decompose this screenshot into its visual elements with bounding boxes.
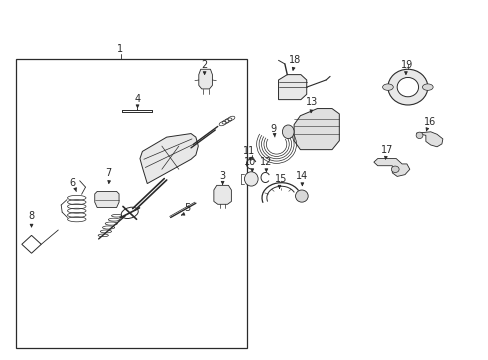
Text: 11: 11 <box>242 146 254 156</box>
Text: 19: 19 <box>401 60 413 70</box>
Text: 15: 15 <box>274 174 286 184</box>
Text: 7: 7 <box>105 168 111 178</box>
Text: 10: 10 <box>244 157 256 167</box>
Ellipse shape <box>415 132 422 139</box>
Ellipse shape <box>396 77 418 97</box>
Text: 2: 2 <box>201 60 207 70</box>
Text: 5: 5 <box>183 203 190 213</box>
Ellipse shape <box>387 69 427 105</box>
Polygon shape <box>293 109 339 150</box>
Text: 1: 1 <box>117 44 123 54</box>
Polygon shape <box>95 192 119 207</box>
Polygon shape <box>415 132 442 147</box>
Ellipse shape <box>282 125 293 139</box>
Text: 13: 13 <box>306 98 318 108</box>
Text: 8: 8 <box>28 211 35 221</box>
Text: 6: 6 <box>70 178 76 188</box>
Ellipse shape <box>295 190 307 202</box>
Ellipse shape <box>422 84 432 90</box>
Polygon shape <box>213 185 231 204</box>
Bar <box>16 59 246 348</box>
Ellipse shape <box>244 172 258 186</box>
Text: 18: 18 <box>289 55 301 65</box>
Text: 4: 4 <box>134 94 141 104</box>
Polygon shape <box>278 75 306 100</box>
Text: 12: 12 <box>260 157 272 167</box>
Ellipse shape <box>382 84 392 90</box>
Text: 17: 17 <box>380 145 392 155</box>
Polygon shape <box>199 69 212 89</box>
Polygon shape <box>373 158 409 176</box>
Text: 16: 16 <box>423 117 435 127</box>
Text: 14: 14 <box>296 171 308 181</box>
Ellipse shape <box>390 166 398 172</box>
Text: 3: 3 <box>219 171 225 181</box>
Polygon shape <box>140 134 198 184</box>
Text: 9: 9 <box>270 123 276 134</box>
